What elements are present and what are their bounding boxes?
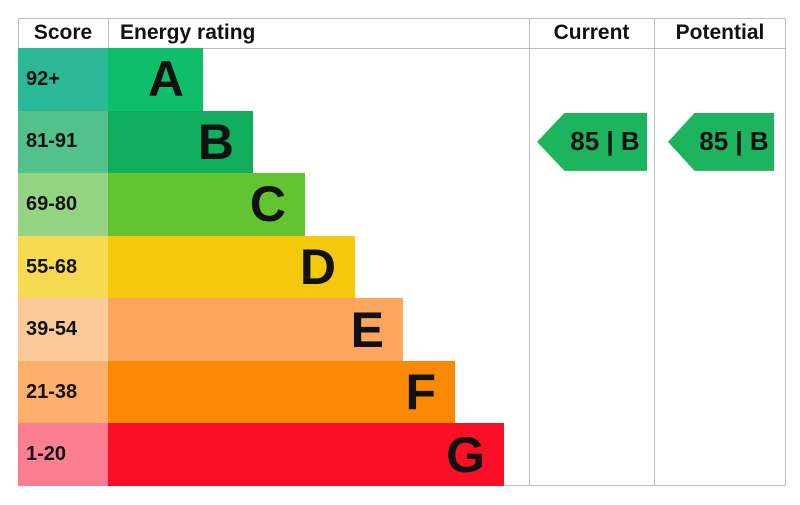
potential-column-header: Potential: [675, 21, 765, 44]
score-range-cell: 92+: [18, 48, 108, 111]
score-range-cell: 1-20: [18, 423, 108, 487]
rating-bar: C: [108, 173, 305, 236]
potential-column-divider: [654, 18, 655, 486]
rating-band-row: 39-54 E: [18, 298, 529, 361]
current-column-header: Current: [553, 21, 630, 44]
energy-rating-header: Energy rating: [120, 21, 256, 44]
potential-rating-arrow: 85 | B: [668, 112, 774, 171]
rating-band-rows: 92+ A 81-91 B 69-80 C 55-68 D 39-54: [18, 48, 529, 487]
score-range-cell: 55-68: [18, 235, 108, 299]
rating-band-row: 81-91 B: [18, 110, 529, 174]
score-range-cell: 39-54: [18, 298, 108, 361]
current-column-divider: [529, 18, 530, 486]
rating-letter: C: [249, 176, 286, 233]
current-rating-arrow: 85 | B: [537, 112, 647, 171]
rating-band-row: 55-68 D: [18, 235, 529, 299]
rating-bar: A: [108, 48, 203, 111]
rating-letter: D: [299, 239, 336, 296]
score-column-header: Score: [33, 21, 93, 44]
current-arrow-label: 85 | B: [570, 126, 640, 157]
score-range-label: 69-80: [26, 192, 78, 215]
rating-bar: D: [108, 235, 355, 299]
score-range-label: 55-68: [26, 255, 78, 278]
rating-band-row: 1-20 G: [18, 423, 529, 487]
rating-bar: F: [108, 360, 455, 424]
rating-bar: G: [108, 423, 504, 487]
epc-table: Score Energy rating Current Potential 92…: [18, 18, 786, 487]
rating-band-row: 92+ A: [18, 48, 529, 111]
potential-arrow-label: 85 | B: [699, 126, 769, 157]
rating-band-row: 21-38 F: [18, 360, 529, 424]
score-range-label: 39-54: [26, 318, 78, 341]
rating-bar: E: [108, 298, 403, 361]
score-range-cell: 21-38: [18, 360, 108, 424]
header-bottom-border: [18, 48, 786, 49]
score-range-label: 92+: [26, 67, 60, 90]
rating-band-row: 69-80 C: [18, 173, 529, 236]
rating-letter: E: [350, 301, 384, 358]
rating-letter: A: [147, 51, 184, 108]
score-range-label: 81-91: [26, 130, 78, 153]
score-range-label: 21-38: [26, 380, 78, 403]
table-right-border: [785, 18, 786, 486]
score-range-label: 1-20: [26, 443, 67, 466]
rating-letter: B: [197, 113, 234, 170]
score-column-divider: [108, 18, 109, 48]
table-top-border: [18, 18, 786, 19]
rating-letter: F: [405, 364, 436, 421]
rating-letter: G: [446, 426, 485, 483]
score-range-cell: 81-91: [18, 110, 108, 174]
rating-bar: B: [108, 110, 253, 174]
score-range-cell: 69-80: [18, 173, 108, 236]
